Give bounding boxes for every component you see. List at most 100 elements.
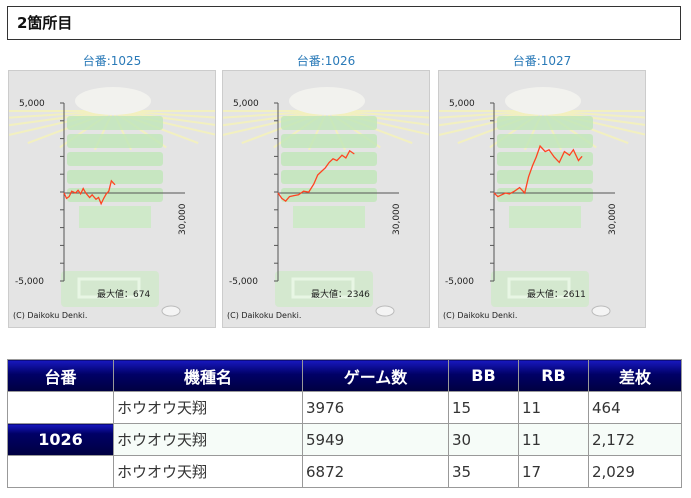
- data-point: [85, 192, 87, 194]
- data-point: [535, 156, 537, 158]
- data-point: [98, 197, 99, 198]
- data-point: [71, 190, 73, 192]
- data-point: [505, 192, 506, 194]
- cell-model-name: ホウオウ天翔: [113, 455, 303, 488]
- cell-rb: 11: [518, 391, 589, 424]
- data-point: [569, 154, 570, 156]
- slump-chart-panel[interactable]: 台番:1025 5,000 -5,000 30,000 最大値：674 (C) Daik…: [8, 52, 216, 328]
- data-point: [524, 192, 526, 194]
- data-point: [532, 165, 533, 167]
- data-point: [303, 190, 304, 192]
- data-point: [328, 162, 330, 163]
- data-point: [91, 194, 93, 196]
- x-tick-label-end: 30,000: [178, 203, 188, 235]
- data-point: [80, 193, 82, 195]
- data-point: [105, 193, 107, 195]
- y-tick-label-bottom: -5,000: [445, 277, 474, 287]
- data-point: [578, 160, 579, 161]
- col-games: ゲーム数: [302, 359, 449, 392]
- y-tick-label-top: 5,000: [449, 99, 475, 109]
- cell-diff: 2,029: [588, 455, 682, 488]
- data-point: [497, 196, 499, 197]
- slump-chart-panel[interactable]: 台番:1027 5,000 -5,000 30,000 最大値：2611 (C) Dai…: [438, 52, 646, 328]
- data-point: [558, 162, 560, 163]
- data-point: [82, 188, 84, 189]
- data-point: [289, 196, 290, 197]
- data-point: [564, 151, 565, 152]
- x-tick-label-end: 30,000: [608, 203, 618, 235]
- data-point: [68, 196, 70, 197]
- cell-model-name: ホウオウ天翔: [113, 391, 303, 424]
- data-point: [514, 190, 515, 192]
- slump-chart: 5,000 -5,000 30,000 最大値：674 (C) Daikoku Denk…: [8, 70, 216, 328]
- data-point: [63, 192, 65, 194]
- slump-chart-panel[interactable]: 台番:1026 5,000 -5,000 30,000 最大値：2346 (C) Dai…: [222, 52, 430, 328]
- data-point: [75, 192, 76, 194]
- data-point: [572, 149, 574, 151]
- y-tick-label-bottom: -5,000: [15, 277, 44, 287]
- data-point: [581, 156, 583, 157]
- data-point: [324, 167, 326, 169]
- col-machine-number: 台番: [7, 359, 114, 392]
- section-title: 2箇所目: [7, 6, 681, 40]
- data-point: [308, 191, 310, 193]
- data-point: [100, 203, 102, 205]
- col-diff: 差枚: [588, 359, 682, 392]
- chart-title[interactable]: 台番:1027: [512, 54, 572, 68]
- copyright-text: (C) Daikoku Denki.: [227, 311, 301, 320]
- data-point: [493, 192, 495, 194]
- data-point: [277, 192, 279, 194]
- data-point: [528, 176, 529, 178]
- data-point: [349, 150, 351, 152]
- max-value-label: 最大値：2611: [527, 288, 586, 300]
- data-point: [114, 184, 116, 186]
- data-point: [285, 200, 287, 202]
- cell-bb: 35: [448, 455, 519, 488]
- data-point: [298, 194, 299, 196]
- data-point: [281, 198, 283, 199]
- data-point: [66, 198, 67, 199]
- slump-chart: 5,000 -5,000 30,000 最大値：2611 (C) Daikoku Den…: [438, 70, 646, 328]
- cell-machine-number: 1027: [7, 455, 114, 488]
- cell-games: 6872: [302, 455, 449, 488]
- y-tick-label-top: 5,000: [233, 99, 259, 109]
- slump-chart: 5,000 -5,000 30,000 最大値：2346 (C) Daikoku Den…: [222, 70, 430, 328]
- data-point: [89, 197, 90, 198]
- data-point: [110, 180, 112, 182]
- chart-title[interactable]: 台番:1025: [82, 54, 142, 68]
- x-tick-label-end: 30,000: [392, 203, 402, 235]
- cell-diff: 464: [588, 391, 682, 424]
- cell-diff: 2,172: [588, 423, 682, 456]
- machine-table: 台番 機種名 ゲーム数 BB RB 差枚 1025 ホウオウ天翔 3976 15 11 4…: [7, 359, 682, 488]
- cell-rb: 11: [518, 423, 589, 456]
- data-point: [292, 195, 294, 197]
- data-point: [108, 190, 110, 192]
- data-point: [336, 160, 338, 161]
- data-point: [95, 198, 97, 200]
- table-row: 1025 ホウオウ天翔 3976 15 11 464: [7, 391, 682, 424]
- data-point: [548, 149, 550, 151]
- data-point: [317, 174, 319, 176]
- cell-model-name: ホウオウ天翔: [113, 423, 303, 456]
- cell-games: 5949: [302, 423, 449, 456]
- data-point: [313, 183, 315, 185]
- col-bb: BB: [448, 359, 519, 392]
- data-point: [103, 198, 105, 199]
- data-point: [341, 154, 343, 156]
- data-point: [508, 193, 510, 195]
- y-tick-label-top: 5,000: [19, 99, 45, 109]
- max-value-label: 最大値：2346: [311, 288, 370, 300]
- copyright-text: (C) Daikoku Denki.: [443, 311, 517, 320]
- data-point: [519, 187, 520, 188]
- max-value-label: 最大値：674: [97, 288, 150, 300]
- data-point: [353, 153, 355, 155]
- cell-rb: 17: [518, 455, 589, 488]
- chart-title[interactable]: 台番:1026: [296, 54, 356, 68]
- data-point: [553, 156, 555, 158]
- data-point: [539, 145, 541, 147]
- table-row: 1027 ホウオウ天翔 6872 35 17 2,029: [7, 455, 682, 488]
- data-point: [321, 171, 322, 172]
- y-tick-label-bottom: -5,000: [229, 277, 258, 287]
- data-point: [332, 158, 334, 160]
- cell-machine-number: 1025: [7, 391, 114, 424]
